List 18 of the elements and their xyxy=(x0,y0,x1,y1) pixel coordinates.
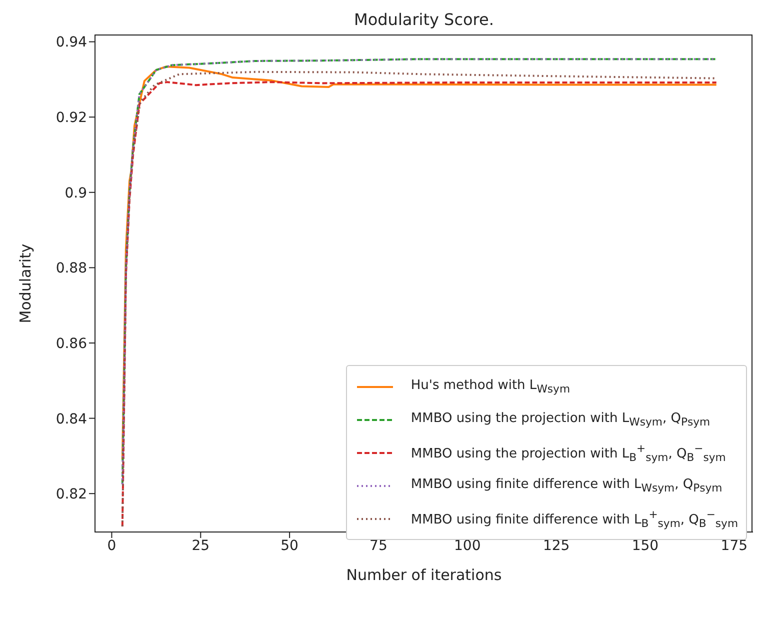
x-tick-label: 100 xyxy=(454,538,481,554)
x-tick-label: 50 xyxy=(280,538,298,554)
x-tick-label: 150 xyxy=(632,538,659,554)
x-tick-label: 25 xyxy=(192,538,210,554)
x-tick-label: 125 xyxy=(542,538,570,554)
y-tick-label: 0.84 xyxy=(56,411,88,428)
y-tick-label: 0.86 xyxy=(56,336,88,352)
y-tick-label: 0.94 xyxy=(56,34,88,51)
chart-title: Modularity Score. xyxy=(353,10,495,29)
x-axis-title: Number of iterations xyxy=(346,566,502,584)
y-tick-label: 0.92 xyxy=(56,110,87,126)
y-axis-title: Modularity xyxy=(16,244,34,324)
y-tick-label: 0.88 xyxy=(56,260,87,277)
y-tick-label: 0.82 xyxy=(56,486,87,503)
x-tick-label: 75 xyxy=(370,538,388,554)
x-tick-label: 0 xyxy=(107,538,116,554)
x-tick-label: 175 xyxy=(720,538,748,554)
y-tick-label: 0.9 xyxy=(64,185,87,202)
